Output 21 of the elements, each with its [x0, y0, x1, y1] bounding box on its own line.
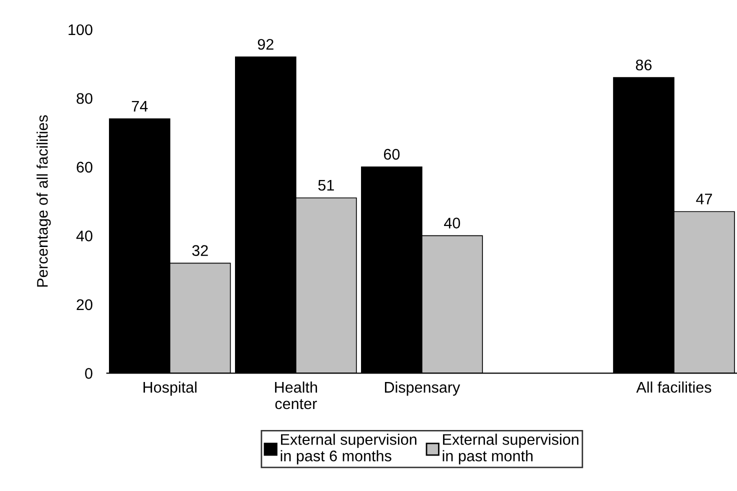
data-label: 51: [318, 180, 334, 191]
data-label: 74: [132, 100, 148, 112]
data-label: 86: [636, 60, 652, 70]
x-tick-label: Hospital: [144, 381, 196, 396]
data-label: 92: [258, 38, 274, 50]
y-tick-label: 0: [85, 368, 92, 379]
data-label: 40: [444, 218, 460, 228]
x-tick-label: Dispensary: [384, 381, 460, 396]
data-label: 32: [192, 245, 208, 256]
legend-label: External supervision in past 6 months: [280, 434, 416, 464]
y-tick-label: 40: [76, 230, 92, 242]
y-tick-label: 100: [68, 24, 92, 36]
y-tick-label: 80: [76, 93, 92, 104]
y-axis-title: Percentage of all facilities: [36, 115, 51, 287]
data-label: 60: [384, 148, 400, 160]
x-tick-label: Health center: [275, 381, 317, 410]
legend-label: External supervision in past month: [442, 434, 578, 464]
y-tick-label: 20: [76, 299, 92, 310]
y-tick-label: 60: [76, 162, 92, 173]
data-label: 47: [696, 194, 712, 204]
x-tick-label: All facilities: [636, 381, 712, 393]
